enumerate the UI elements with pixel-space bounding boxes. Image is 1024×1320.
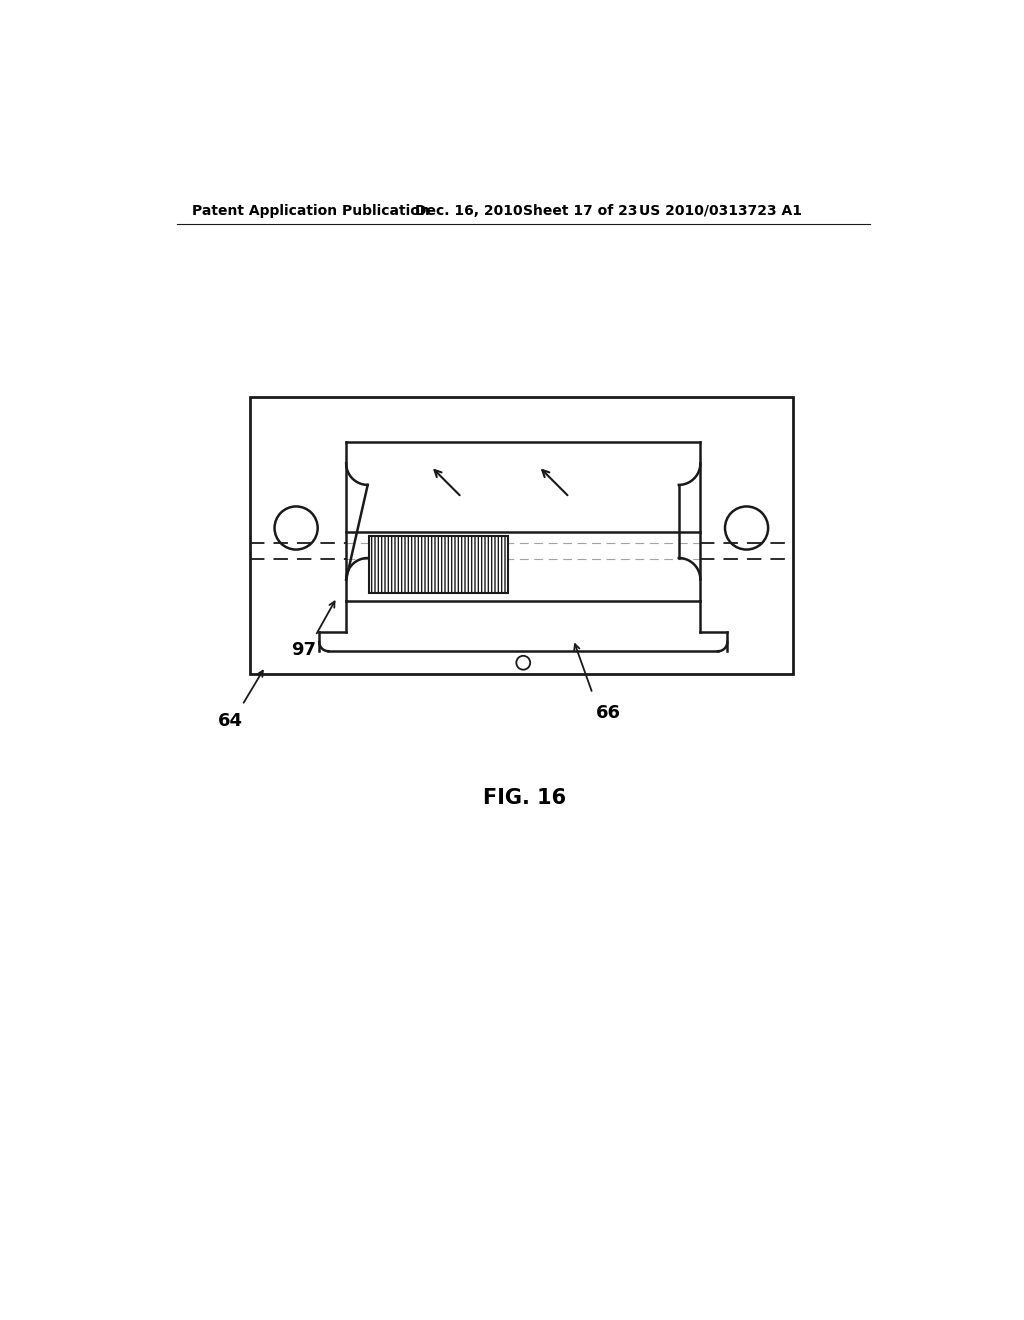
Text: Patent Application Publication: Patent Application Publication bbox=[193, 203, 430, 218]
Text: 97: 97 bbox=[291, 640, 316, 659]
Text: Dec. 16, 2010: Dec. 16, 2010 bbox=[416, 203, 523, 218]
Bar bbox=[250, 397, 793, 675]
Text: FIG. 16: FIG. 16 bbox=[483, 788, 566, 808]
Bar bbox=[370, 536, 508, 594]
Text: Sheet 17 of 23: Sheet 17 of 23 bbox=[523, 203, 638, 218]
Text: 66: 66 bbox=[596, 704, 621, 722]
Text: US 2010/0313723 A1: US 2010/0313723 A1 bbox=[639, 203, 802, 218]
Text: 64: 64 bbox=[218, 711, 243, 730]
